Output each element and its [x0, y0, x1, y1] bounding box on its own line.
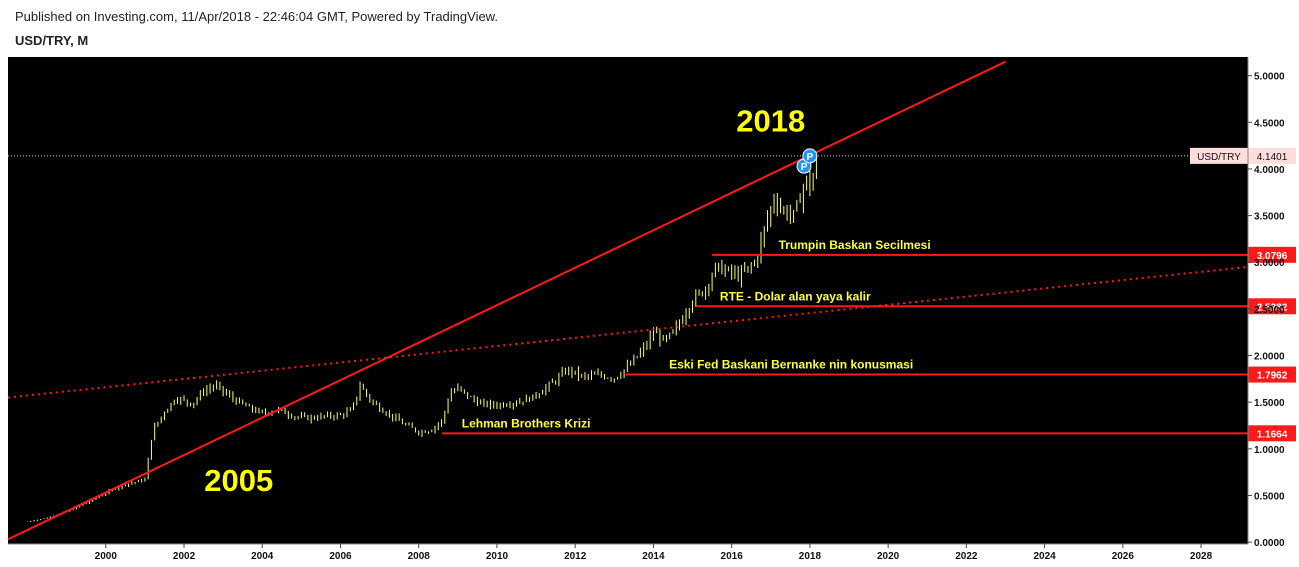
y-tick-label: 3.0000	[1254, 258, 1285, 269]
published-note: Published on Investing.com, 11/Apr/2018 …	[15, 9, 498, 24]
solid-trendline	[7, 60, 1006, 541]
level-annotation: Trumpin Baskan Secilmesi	[779, 238, 931, 252]
p-marker-label: P	[807, 152, 814, 163]
y-tick-label: 1.0000	[1254, 445, 1285, 456]
current-symbol-label: USD/TRY	[1197, 152, 1241, 163]
plot-area[interactable]	[8, 57, 1248, 544]
x-tick-label: 2002	[173, 551, 196, 562]
level-price-label: 1.1664	[1257, 429, 1288, 440]
levels-group: 3.0796 Trumpin Baskan Secilmesi 2.5282 RTE …	[8, 147, 1296, 442]
x-tick-label: 2024	[1033, 551, 1056, 562]
x-tick-label: 2000	[95, 551, 118, 562]
trendlines-group	[7, 60, 1249, 541]
y-tick-label: 4.0000	[1254, 165, 1285, 176]
y-tick-label: 2.0000	[1254, 352, 1285, 363]
year-label: 2018	[736, 104, 805, 139]
y-tick-label: 3.5000	[1254, 212, 1285, 223]
level-price-tag	[1248, 298, 1296, 315]
x-axis[interactable]: 2000 2002 2004 2006 2008 2010 2012 2014 2016 2018…	[8, 543, 1248, 562]
level-price-tag	[1248, 366, 1296, 383]
x-tick-label: 2020	[877, 551, 900, 562]
level-annotation: Eski Fed Baskani Bernanke nin konusmasi	[669, 358, 913, 372]
current-price-label: 4.1401	[1257, 152, 1288, 163]
current-symbol-tag	[1190, 147, 1248, 164]
level-annotation: RTE - Dolar alan yaya kalir	[720, 289, 871, 303]
y-tick-label: 4.5000	[1254, 118, 1285, 129]
dotted-trendline	[7, 265, 1249, 399]
candles-group	[27, 154, 817, 522]
x-tick-label: 2004	[251, 551, 274, 562]
x-tick-label: 2014	[642, 551, 665, 562]
p-marker-icon	[802, 148, 818, 164]
level-price-tag	[1248, 246, 1296, 263]
chart-symbol-title: USD/TRY, M	[15, 33, 89, 48]
level-price-label: 3.0796	[1257, 251, 1288, 262]
x-tick-label: 2016	[721, 551, 744, 562]
current-price-tag	[1248, 147, 1296, 164]
x-tick-label: 2012	[564, 551, 587, 562]
y-tick-label: 2.5000	[1254, 305, 1285, 316]
x-tick-label: 2008	[408, 551, 431, 562]
year-label: 2005	[204, 463, 273, 498]
x-tick-label: 2022	[955, 551, 978, 562]
level-annotation: Lehman Brothers Krizi	[462, 416, 591, 430]
y-axis[interactable]: 0.0000 0.5000 1.0000 1.5000 2.0000 2.5000 3.00…	[1247, 57, 1285, 549]
y-tick-label: 5.0000	[1254, 72, 1285, 83]
level-price-label: 2.5282	[1257, 302, 1288, 313]
x-tick-label: 2026	[1112, 551, 1135, 562]
y-tick-label: 0.0000	[1254, 538, 1285, 549]
level-price-label: 1.7962	[1257, 371, 1288, 382]
p-marker-label: P	[801, 162, 808, 173]
y-tick-label: 0.5000	[1254, 491, 1285, 502]
y-tick-label: 1.5000	[1254, 398, 1285, 409]
x-tick-label: 2028	[1190, 551, 1213, 562]
labels-group: 2005 2018 PP	[204, 104, 818, 498]
x-tick-label: 2006	[329, 551, 352, 562]
x-tick-label: 2018	[799, 551, 822, 562]
level-price-tag	[1248, 425, 1296, 442]
x-tick-label: 2010	[486, 551, 509, 562]
